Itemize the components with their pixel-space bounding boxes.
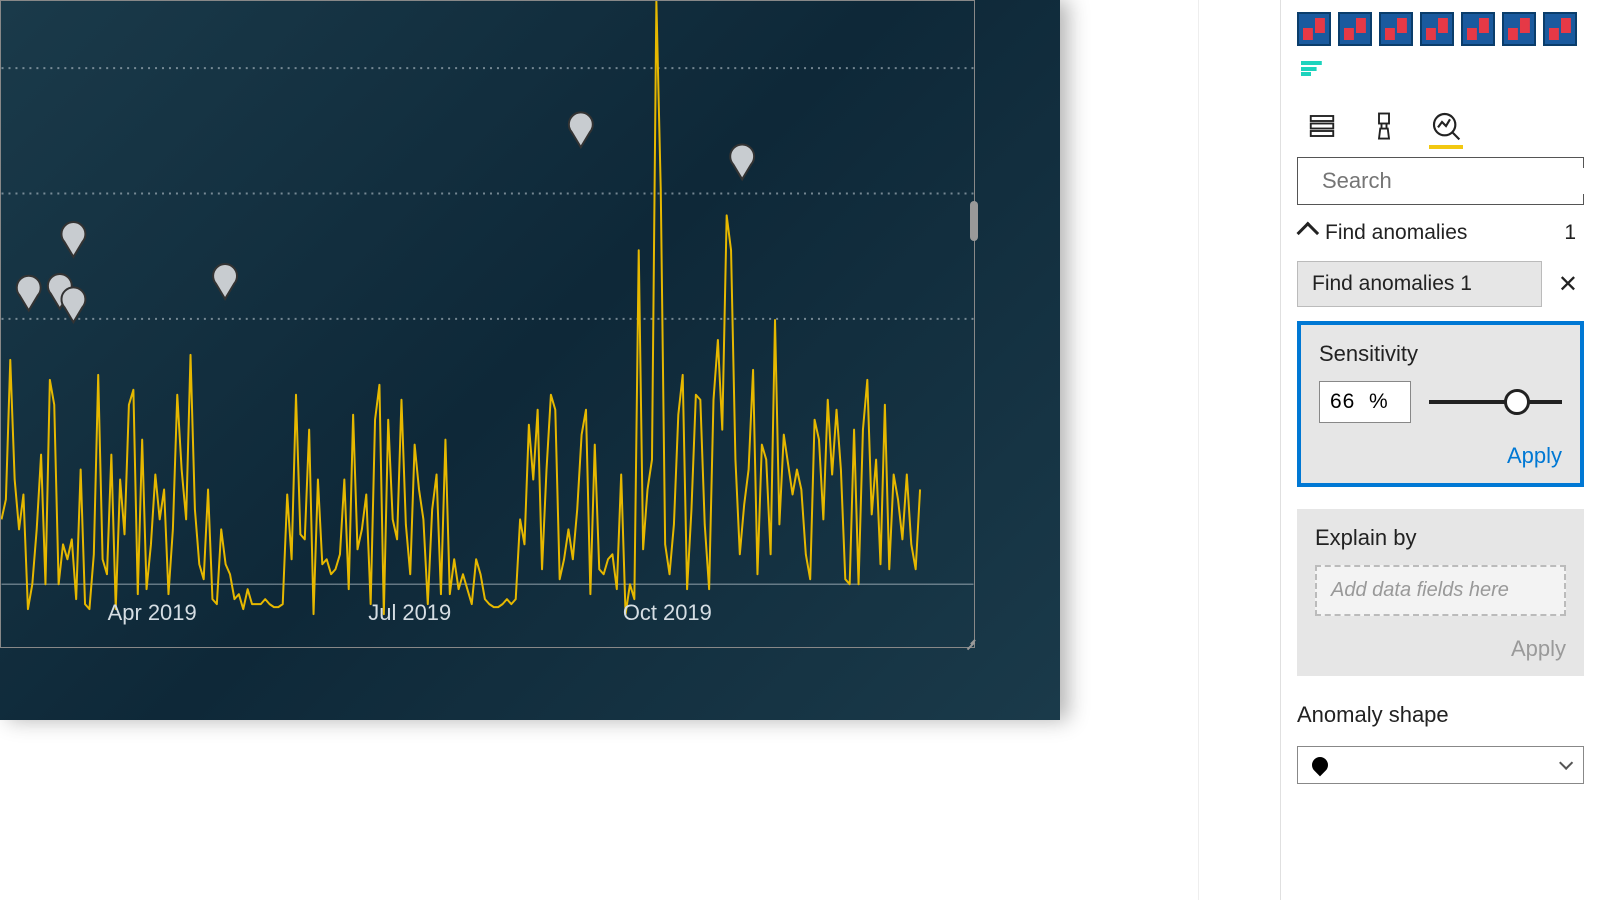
- report-canvas: Apr 2019 Jul 2019 Oct 2019: [0, 0, 1198, 900]
- scrollbar-thumb[interactable]: [970, 201, 978, 241]
- sensitivity-value-input[interactable]: 66 %: [1319, 381, 1411, 423]
- chevron-down-icon: [1559, 756, 1573, 770]
- resize-handle[interactable]: [962, 635, 976, 649]
- section-title: Find anomalies: [1325, 221, 1467, 245]
- pane-tabs: [1297, 103, 1584, 143]
- anomaly-shape-label: Anomaly shape: [1297, 702, 1584, 728]
- fields-tab-icon[interactable]: [1305, 109, 1339, 143]
- visual-background: Apr 2019 Jul 2019 Oct 2019: [0, 0, 1060, 720]
- anomaly-instance-chip[interactable]: Find anomalies 1: [1297, 261, 1542, 307]
- search-box[interactable]: [1297, 157, 1584, 205]
- gutter: [1198, 0, 1280, 900]
- viz-icon[interactable]: [1379, 12, 1413, 46]
- explain-by-card: Explain by Add data fields here Apply: [1297, 509, 1584, 676]
- viz-icon[interactable]: [1420, 12, 1454, 46]
- viz-icon[interactable]: [1297, 12, 1331, 46]
- sensitivity-slider[interactable]: [1429, 392, 1562, 412]
- analytics-pane: Find anomalies 1 Find anomalies 1 ✕ Sens…: [1280, 0, 1600, 900]
- remove-instance-button[interactable]: ✕: [1552, 266, 1584, 303]
- svg-text:Jul 2019: Jul 2019: [368, 600, 451, 625]
- section-count: 1: [1564, 221, 1584, 245]
- svg-text:Oct 2019: Oct 2019: [623, 600, 712, 625]
- analytics-tab-icon[interactable]: [1429, 109, 1463, 143]
- teardrop-icon: [1309, 754, 1332, 777]
- explain-by-field-well[interactable]: Add data fields here: [1315, 565, 1566, 616]
- sensitivity-card: Sensitivity 66 % Apply: [1297, 321, 1584, 487]
- format-tab-icon[interactable]: [1367, 109, 1401, 143]
- sensitivity-label: Sensitivity: [1319, 341, 1562, 367]
- line-chart-visual[interactable]: Apr 2019 Jul 2019 Oct 2019: [0, 0, 975, 648]
- sensitivity-apply-button[interactable]: Apply: [1319, 443, 1562, 469]
- viz-icon[interactable]: [1338, 12, 1372, 46]
- explain-by-label: Explain by: [1315, 525, 1566, 551]
- search-input[interactable]: [1322, 168, 1600, 194]
- svg-text:Apr 2019: Apr 2019: [108, 600, 197, 625]
- viz-icon[interactable]: [1297, 53, 1331, 87]
- viz-icon[interactable]: [1461, 12, 1495, 46]
- chart-svg: Apr 2019 Jul 2019 Oct 2019: [1, 1, 974, 647]
- find-anomalies-section-header[interactable]: Find anomalies 1: [1297, 213, 1584, 253]
- explain-by-apply-button: Apply: [1315, 636, 1566, 662]
- viz-icon[interactable]: [1502, 12, 1536, 46]
- viz-icon[interactable]: [1543, 12, 1577, 46]
- visualization-picker: [1297, 12, 1584, 87]
- chevron-up-icon: [1297, 222, 1320, 245]
- slider-thumb[interactable]: [1504, 389, 1530, 415]
- anomaly-shape-dropdown[interactable]: [1297, 746, 1584, 784]
